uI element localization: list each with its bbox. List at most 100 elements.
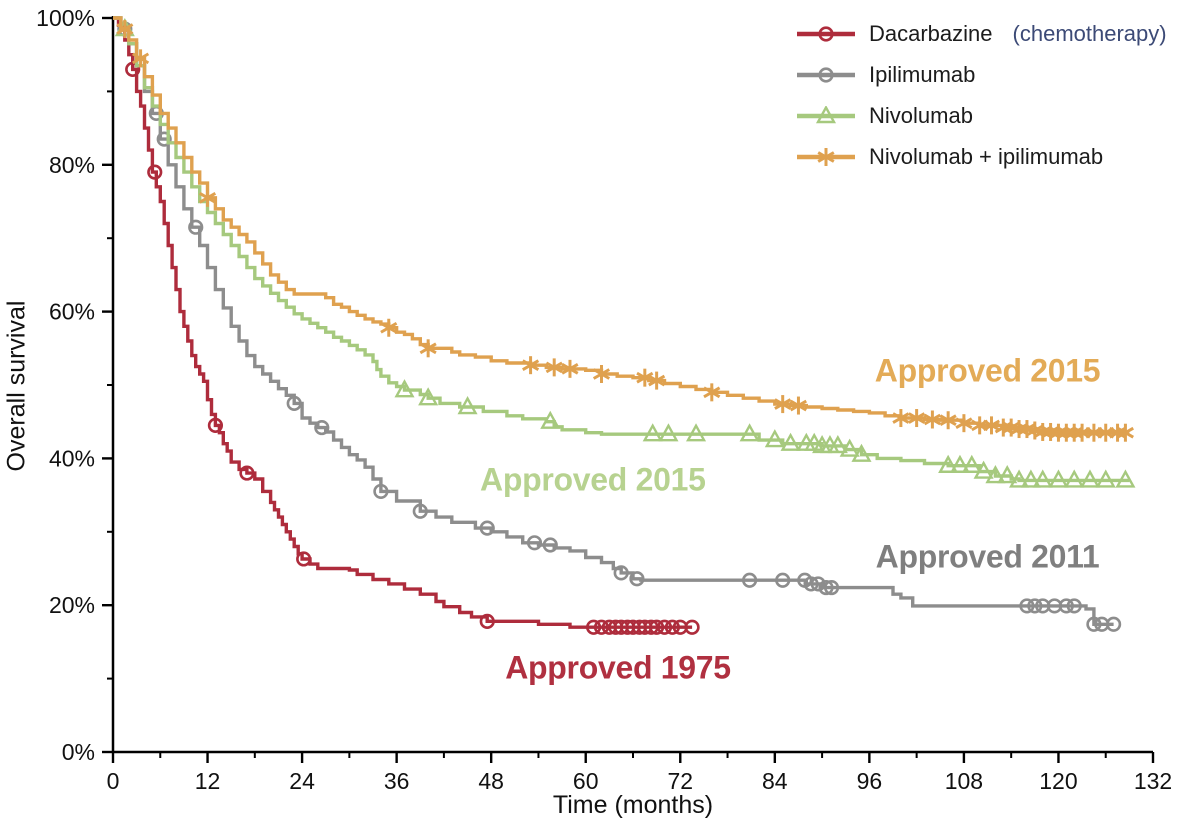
y-axis-title: Overall survival [2,300,31,472]
series-nivolumab-ipilimumab [113,16,1134,442]
censor-circle-marker-icon [188,219,204,235]
legend-label-nivolumab: Nivolumab [869,102,973,128]
censor-triangle-marker-icon [997,465,1018,484]
censor-circle-marker-icon [649,619,665,635]
censor-triangle-marker-icon [1064,469,1085,488]
censor-triangle-marker-icon [764,429,785,448]
x-axis-title: Time (months) [552,791,714,819]
censor-circle-marker-icon [526,535,543,551]
survival-curve-nivolumab [113,16,1130,483]
censor-circle-marker-icon [823,579,840,596]
censor-asterisk-marker-icon [522,356,540,375]
censor-circle-marker-icon [818,66,834,83]
censor-circle-marker-icon [239,465,255,481]
censor-circle-marker-icon [412,503,428,519]
annotation-approved-2015-nivolumab: Approved 2015 [480,461,706,498]
x-tick-label: 108 [945,768,983,794]
censor-circle-marker-icon [742,572,758,588]
censor-triangle-marker-icon [973,460,994,479]
censor-triangle-marker-icon [938,454,959,473]
x-tick-label: 12 [195,768,221,794]
x-tick-label: 120 [1039,768,1077,794]
x-tick-label: 0 [107,768,120,794]
y-tick-label: 80% [49,152,95,178]
dacarbazine-line-circle-marker-icon [797,24,855,44]
censor-triangle-marker-icon [780,432,801,451]
censor-triangle-marker-icon [1048,469,1069,488]
censor-circle-marker-icon [147,164,163,180]
censor-circle-marker-icon [314,419,330,436]
censor-circle-marker-icon [818,25,834,42]
censor-circle-marker-icon [479,520,495,536]
censor-asterisk-marker-icon [116,20,134,39]
survival-curve-ipilimumab [113,16,1114,626]
ipilimumab-line-circle-marker-icon [797,65,855,85]
censor-circle-marker-icon [373,483,389,500]
y-tick-label: 20% [49,592,95,618]
censor-circle-marker-icon [684,619,700,635]
censor-asterisk-marker-icon [908,409,926,428]
censor-triangle-marker-icon [418,387,439,406]
legend-item-ipilimumab: Ipilimumab [797,62,1167,87]
censor-triangle-marker-icon [1079,469,1101,488]
censor-circle-marker-icon [810,576,826,592]
censor-circle-marker-icon [1086,616,1102,632]
censor-circle-marker-icon [818,579,834,596]
censor-asterisk-marker-icon [648,371,666,390]
censor-circle-marker-icon [1106,616,1122,632]
censor-asterisk-marker-icon [132,49,150,68]
survival-curve-dacarbazine [113,16,693,629]
x-tick-label: 72 [667,768,693,794]
y-tick-label: 100% [36,5,95,31]
annotation-approved-1975-dacarbazine: Approved 1975 [505,649,731,686]
legend-label-dacarbazine: Dacarbazine [869,20,993,46]
censor-triangle-marker-icon [658,423,679,442]
censor-asterisk-marker-icon [636,368,654,387]
censor-asterisk-marker-icon [817,147,835,166]
legend: Dacarbazine (chemotherapy) Ipilimumab Ni… [797,21,1167,169]
censor-asterisk-marker-icon [545,358,563,377]
censor-circle-marker-icon [296,551,312,567]
censor-circle-marker-icon [207,417,224,433]
censor-triangle-marker-icon [685,423,707,442]
survival-curve-nivolumab-ipilimumab [113,16,1130,435]
censor-triangle-marker-icon [1095,469,1116,488]
series-dacarbazine [113,16,700,635]
x-tick-label: 132 [1134,768,1172,794]
annotation-approved-2011-ipilimumab: Approved 2011 [875,538,1100,575]
censor-asterisk-marker-icon [592,364,611,383]
censor-circle-marker-icon [286,395,302,411]
legend-item-nivolumab-ipilimumab: Nivolumab + ipilimumab [797,144,1167,169]
censor-triangle-marker-icon [985,465,1006,484]
censor-circle-marker-icon [1066,598,1082,614]
x-tick-label: 36 [384,768,410,794]
censor-circle-marker-icon [156,131,172,147]
censor-circle-marker-icon [542,537,558,553]
censor-triangle-marker-icon [642,423,663,442]
censor-circle-marker-icon [1058,598,1074,614]
censor-triangle-marker-icon [1009,469,1030,488]
censor-circle-marker-icon [803,576,819,592]
nivolumab-line-triangle-marker-icon [797,104,855,126]
y-tick-label: 0% [62,739,95,765]
censor-triangle-marker-icon [540,410,561,429]
censor-circle-marker-icon [613,565,629,581]
censor-circle-marker-icon [664,619,680,635]
censor-triangle-marker-icon [827,434,848,454]
censor-triangle-marker-icon [1115,469,1136,488]
censor-circle-marker-icon [656,619,673,635]
censor-triangle-marker-icon [1020,469,1041,488]
censor-asterisk-marker-icon [955,414,973,433]
censor-asterisk-marker-icon [1116,423,1134,442]
censor-asterisk-marker-icon [789,396,808,415]
legend-label-nivolumab-ipilimumab: Nivolumab + ipilimumab [869,143,1104,169]
censor-asterisk-marker-icon [774,395,792,414]
censor-asterisk-marker-icon [198,188,217,207]
censor-asterisk-marker-icon [380,318,398,337]
censor-triangle-marker-icon [961,454,982,473]
censor-circle-marker-icon [775,572,791,588]
x-tick-label: 60 [573,768,599,794]
censor-circle-marker-icon [629,571,645,587]
censor-circle-marker-icon [125,61,141,77]
